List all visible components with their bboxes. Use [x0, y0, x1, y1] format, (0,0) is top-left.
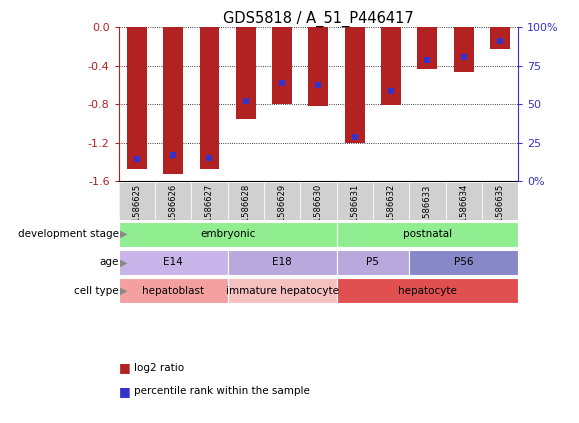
Bar [373, 182, 409, 220]
Text: log2 ratio: log2 ratio [134, 363, 185, 373]
Text: GSM1586625: GSM1586625 [133, 184, 141, 240]
Text: E14: E14 [163, 258, 183, 267]
Text: ■: ■ [119, 362, 130, 374]
Bar [155, 182, 191, 220]
Text: GSM1586630: GSM1586630 [314, 184, 323, 240]
Bar [336, 278, 518, 303]
Text: percentile rank within the sample: percentile rank within the sample [134, 386, 310, 396]
Text: hepatoblast: hepatoblast [142, 286, 204, 296]
Bar [381, 27, 401, 105]
Text: GSM1586635: GSM1586635 [496, 184, 504, 240]
Text: P5: P5 [367, 258, 379, 267]
Bar [409, 182, 446, 220]
Bar [127, 27, 147, 169]
Text: GSM1586634: GSM1586634 [459, 184, 468, 240]
Text: GSM1586633: GSM1586633 [423, 184, 432, 241]
Bar [409, 250, 518, 275]
Bar [482, 182, 518, 220]
Text: GSM1586631: GSM1586631 [350, 184, 359, 240]
Bar [119, 222, 336, 247]
Bar [336, 222, 518, 247]
Bar [119, 250, 228, 275]
Bar [119, 182, 155, 220]
Text: ▶: ▶ [120, 258, 128, 267]
Text: immature hepatocyte: immature hepatocyte [226, 286, 339, 296]
Text: E18: E18 [272, 258, 292, 267]
Text: cell type: cell type [74, 286, 119, 296]
Text: development stage: development stage [18, 229, 119, 239]
Bar [336, 182, 373, 220]
Bar [191, 182, 228, 220]
Bar [301, 182, 336, 220]
Text: GSM1586628: GSM1586628 [241, 184, 250, 240]
Bar [119, 278, 228, 303]
Bar [454, 27, 474, 72]
Text: GSM1586629: GSM1586629 [278, 184, 287, 240]
Text: ▶: ▶ [120, 229, 128, 239]
Bar [264, 182, 301, 220]
Text: GSM1586627: GSM1586627 [205, 184, 214, 240]
Bar [336, 250, 409, 275]
Bar [163, 27, 183, 174]
Text: postnatal: postnatal [403, 229, 452, 239]
Bar [228, 250, 336, 275]
Text: P56: P56 [454, 258, 474, 267]
Text: age: age [100, 258, 119, 267]
Bar [228, 278, 336, 303]
Bar [228, 182, 264, 220]
Bar [309, 27, 328, 107]
Title: GDS5818 / A_51_P446417: GDS5818 / A_51_P446417 [223, 11, 414, 27]
Text: GSM1586626: GSM1586626 [168, 184, 178, 240]
Text: hepatocyte: hepatocyte [398, 286, 457, 296]
Text: embryonic: embryonic [200, 229, 255, 239]
Bar [417, 27, 437, 69]
Bar [236, 27, 256, 119]
Bar [345, 27, 365, 143]
Bar [200, 27, 219, 169]
Text: ■: ■ [119, 385, 130, 398]
Bar [272, 27, 292, 104]
Bar [490, 27, 510, 49]
Bar [446, 182, 482, 220]
Text: ▶: ▶ [120, 286, 128, 296]
Text: GSM1586632: GSM1586632 [387, 184, 395, 240]
